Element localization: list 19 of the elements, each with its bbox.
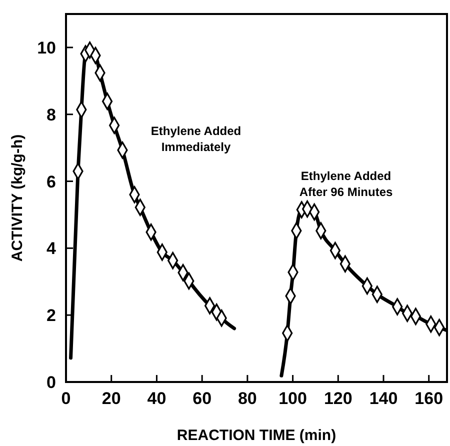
x-tick-label: 0 bbox=[61, 389, 71, 408]
x-tick-label: 100 bbox=[278, 389, 307, 408]
x-tick-label: 20 bbox=[102, 389, 121, 408]
x-axis-title: REACTION TIME (min) bbox=[176, 427, 336, 444]
annotation: Ethylene Added After 96 Minutes bbox=[299, 169, 393, 199]
x-tick-label: 40 bbox=[147, 389, 166, 408]
x-tick-label: 60 bbox=[192, 389, 212, 408]
x-tick-label: 120 bbox=[324, 389, 352, 408]
x-tick-label: 160 bbox=[414, 389, 444, 408]
x-tick-label: 140 bbox=[369, 389, 398, 408]
x-tick-label: 80 bbox=[238, 389, 257, 408]
y-tick-label: 2 bbox=[46, 306, 56, 326]
y-tick-label: 10 bbox=[37, 38, 56, 58]
y-tick-label: 0 bbox=[46, 373, 56, 392]
y-tick-label: 6 bbox=[46, 172, 56, 192]
y-axis-title: ACTIVITY (kg/g-h) bbox=[9, 134, 26, 262]
annotation: Ethylene Added Immediately bbox=[150, 124, 242, 154]
y-tick-label: 4 bbox=[46, 239, 57, 258]
y-tick-label: 8 bbox=[46, 105, 56, 124]
